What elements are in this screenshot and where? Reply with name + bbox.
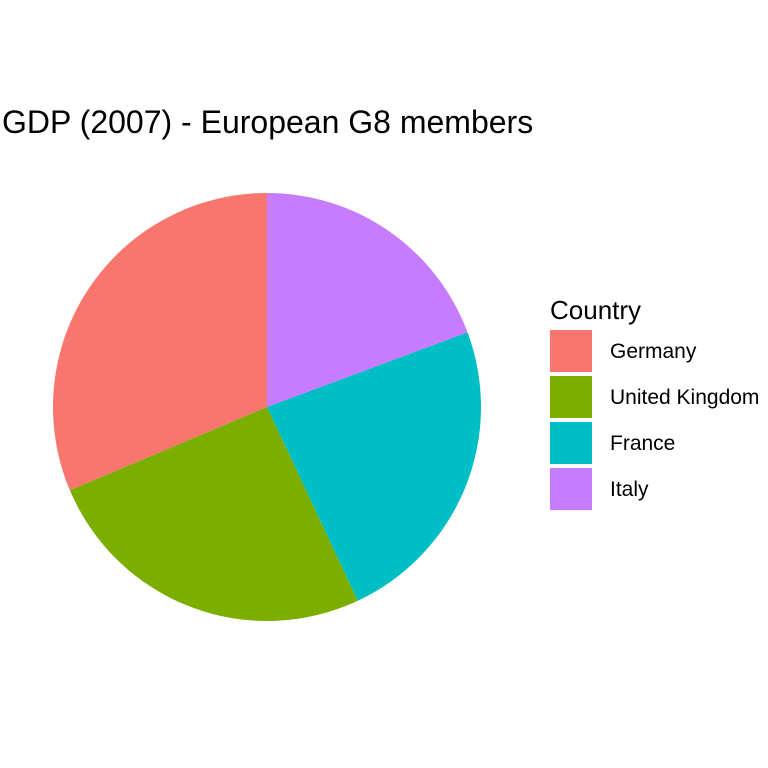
legend-item-italy: Italy xyxy=(550,468,768,514)
legend-item-germany: Germany xyxy=(550,330,768,376)
pie-slice-france xyxy=(267,332,481,601)
legend-label: Germany xyxy=(610,340,697,363)
legend: Country Germany United Kingdom France Italy xyxy=(550,294,768,514)
legend-item-united-kingdom: United Kingdom xyxy=(550,376,768,422)
legend-title: Country xyxy=(550,295,642,325)
legend-items: Germany United Kingdom France Italy xyxy=(550,330,768,514)
legend-label: Italy xyxy=(610,478,649,501)
pie-slice-germany xyxy=(52,193,268,491)
legend-label: United Kingdom xyxy=(610,386,760,409)
chart-title: GDP (2007) - European G8 members xyxy=(2,104,534,140)
legend-label: France xyxy=(610,432,676,455)
legend-swatch xyxy=(550,422,592,464)
pie-slice-united-kingdom xyxy=(69,407,358,621)
pie-slice-italy xyxy=(267,192,468,407)
legend-swatch xyxy=(550,330,592,372)
legend-swatch xyxy=(550,376,592,418)
legend-item-france: France xyxy=(550,422,768,468)
legend-swatch xyxy=(550,468,592,510)
